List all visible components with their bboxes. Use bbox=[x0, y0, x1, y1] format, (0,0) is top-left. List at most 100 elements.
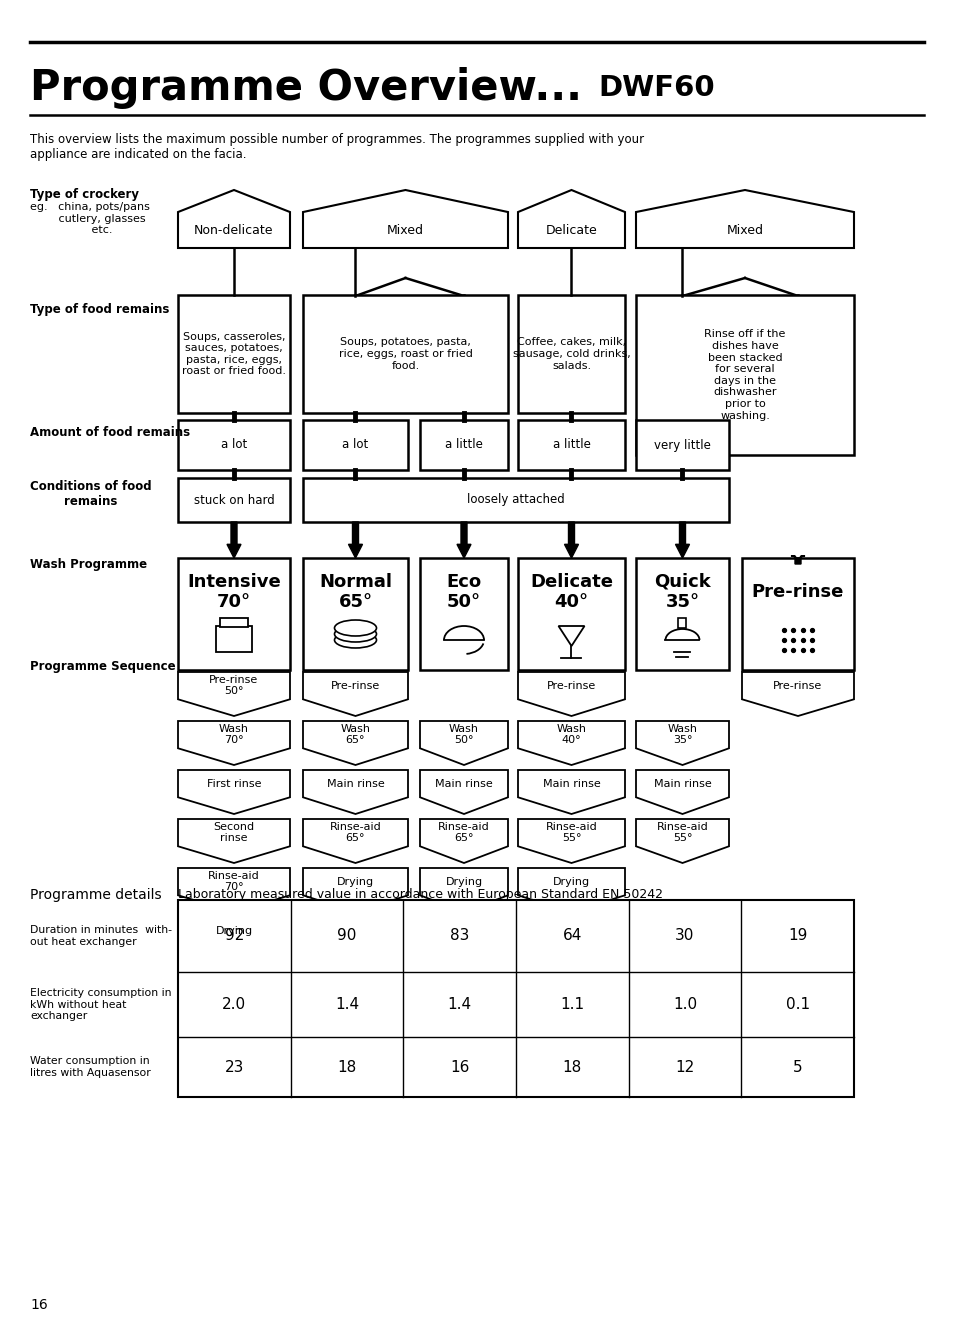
Text: Mixed: Mixed bbox=[387, 224, 423, 236]
Text: Coffee, cakes, milk,
sausage, cold drinks,
salads.: Coffee, cakes, milk, sausage, cold drink… bbox=[512, 337, 630, 370]
Text: 19: 19 bbox=[787, 929, 806, 943]
Text: 90: 90 bbox=[337, 929, 356, 943]
Text: This overview lists the maximum possible number of programmes. The programmes su: This overview lists the maximum possible… bbox=[30, 133, 643, 161]
Bar bbox=[419, 420, 507, 470]
Text: 30: 30 bbox=[675, 929, 694, 943]
Polygon shape bbox=[419, 721, 507, 765]
Bar bbox=[178, 295, 290, 413]
Text: Non-delicate: Non-delicate bbox=[194, 224, 274, 236]
Bar bbox=[178, 558, 290, 670]
Text: Eco
50°: Eco 50° bbox=[446, 573, 481, 612]
Text: Pre-rinse: Pre-rinse bbox=[773, 680, 821, 691]
Bar bbox=[517, 558, 624, 670]
Text: Main rinse: Main rinse bbox=[542, 778, 599, 789]
Polygon shape bbox=[178, 191, 290, 248]
Polygon shape bbox=[419, 770, 507, 815]
Text: 2.0: 2.0 bbox=[222, 997, 246, 1012]
Ellipse shape bbox=[335, 632, 376, 648]
Text: a lot: a lot bbox=[221, 439, 247, 451]
Text: Drying: Drying bbox=[215, 926, 253, 935]
Text: 5: 5 bbox=[792, 1059, 801, 1075]
Polygon shape bbox=[636, 721, 728, 765]
Text: Type of crockery: Type of crockery bbox=[30, 188, 139, 201]
Text: Second
rinse: Second rinse bbox=[213, 821, 254, 843]
Text: Drying: Drying bbox=[553, 876, 590, 887]
Text: Intensive
70°: Intensive 70° bbox=[187, 573, 280, 612]
Bar bbox=[517, 295, 624, 413]
Polygon shape bbox=[517, 721, 624, 765]
Polygon shape bbox=[303, 672, 408, 717]
Text: loosely attached: loosely attached bbox=[467, 494, 564, 506]
Bar bbox=[303, 558, 408, 670]
Text: Type of food remains: Type of food remains bbox=[30, 303, 170, 315]
Text: Water consumption in
litres with Aquasensor: Water consumption in litres with Aquasen… bbox=[30, 1056, 151, 1078]
Text: DWF60: DWF60 bbox=[598, 74, 714, 102]
Text: a little: a little bbox=[445, 439, 482, 451]
Polygon shape bbox=[419, 819, 507, 863]
Bar bbox=[303, 478, 728, 522]
Text: Rinse-aid
55°: Rinse-aid 55° bbox=[656, 821, 708, 843]
Text: 12: 12 bbox=[675, 1059, 694, 1075]
Text: Programme Overview...: Programme Overview... bbox=[30, 67, 581, 109]
Bar bbox=[178, 478, 290, 522]
FancyArrow shape bbox=[790, 556, 804, 564]
Text: Pre-rinse: Pre-rinse bbox=[546, 680, 596, 691]
Polygon shape bbox=[178, 770, 290, 815]
Bar bbox=[636, 420, 728, 470]
FancyArrow shape bbox=[227, 522, 241, 558]
Text: 18: 18 bbox=[562, 1059, 581, 1075]
Text: Normal
65°: Normal 65° bbox=[318, 573, 392, 612]
Text: Programme Sequence: Programme Sequence bbox=[30, 660, 175, 672]
Text: a lot: a lot bbox=[342, 439, 368, 451]
Text: 83: 83 bbox=[450, 929, 469, 943]
Text: 1.1: 1.1 bbox=[559, 997, 584, 1012]
Polygon shape bbox=[517, 819, 624, 863]
FancyArrow shape bbox=[564, 522, 578, 558]
Text: Amount of food remains: Amount of food remains bbox=[30, 425, 190, 439]
Polygon shape bbox=[741, 672, 853, 717]
Text: Wash
50°: Wash 50° bbox=[449, 723, 478, 745]
Bar bbox=[636, 295, 853, 455]
Text: Mixed: Mixed bbox=[726, 224, 762, 236]
Polygon shape bbox=[303, 770, 408, 815]
Text: Rinse-aid
65°: Rinse-aid 65° bbox=[437, 821, 489, 843]
Text: Rinse-aid
65°: Rinse-aid 65° bbox=[330, 821, 381, 843]
Text: Wash
70°: Wash 70° bbox=[219, 723, 249, 745]
Text: 64: 64 bbox=[562, 929, 581, 943]
Polygon shape bbox=[636, 191, 853, 248]
Ellipse shape bbox=[335, 620, 376, 636]
Text: 1.4: 1.4 bbox=[335, 997, 358, 1012]
Bar bbox=[517, 420, 624, 470]
Bar bbox=[178, 420, 290, 470]
Text: Soups, potatoes, pasta,
rice, eggs, roast or fried
food.: Soups, potatoes, pasta, rice, eggs, roas… bbox=[338, 337, 472, 370]
Text: very little: very little bbox=[654, 439, 710, 451]
Text: 0.1: 0.1 bbox=[784, 997, 809, 1012]
Polygon shape bbox=[636, 819, 728, 863]
Bar bbox=[220, 619, 248, 627]
Polygon shape bbox=[178, 917, 290, 961]
Ellipse shape bbox=[335, 625, 376, 641]
Text: 1.0: 1.0 bbox=[672, 997, 697, 1012]
Text: Delicate: Delicate bbox=[545, 224, 597, 236]
Bar bbox=[636, 558, 728, 670]
Polygon shape bbox=[303, 819, 408, 863]
Text: Soups, casseroles,
sauces, potatoes,
pasta, rice, eggs,
roast or fried food.: Soups, casseroles, sauces, potatoes, pas… bbox=[182, 331, 286, 376]
Text: 1.4: 1.4 bbox=[447, 997, 471, 1012]
Text: Drying: Drying bbox=[336, 876, 374, 887]
Text: Wash
35°: Wash 35° bbox=[667, 723, 697, 745]
Text: Conditions of food
remains: Conditions of food remains bbox=[30, 480, 152, 509]
Polygon shape bbox=[636, 770, 728, 815]
Text: Wash Programme: Wash Programme bbox=[30, 558, 147, 570]
Polygon shape bbox=[517, 770, 624, 815]
Text: 92: 92 bbox=[224, 929, 244, 943]
FancyArrow shape bbox=[456, 522, 471, 558]
Polygon shape bbox=[178, 868, 290, 913]
Polygon shape bbox=[178, 721, 290, 765]
Text: Drying: Drying bbox=[445, 876, 482, 887]
Bar bbox=[419, 558, 507, 670]
Text: 16: 16 bbox=[30, 1298, 48, 1312]
Bar bbox=[741, 558, 853, 670]
Text: Wash
65°: Wash 65° bbox=[340, 723, 370, 745]
Bar bbox=[678, 619, 686, 628]
Text: stuck on hard: stuck on hard bbox=[193, 494, 274, 506]
